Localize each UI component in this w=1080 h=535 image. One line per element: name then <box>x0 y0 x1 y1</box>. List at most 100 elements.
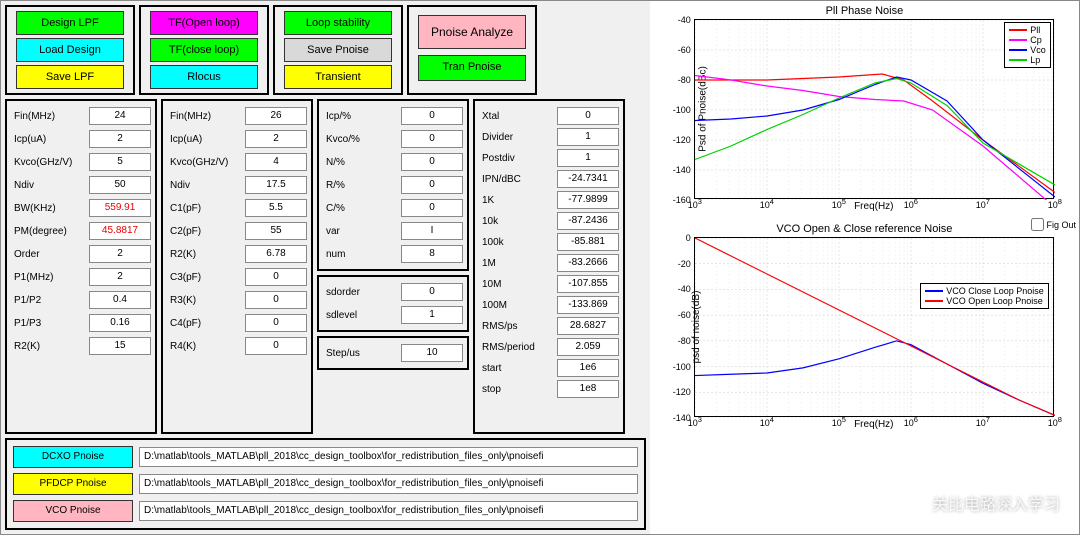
chart-legend: VCO Close Loop PnoiseVCO Open Loop Pnois… <box>920 283 1049 309</box>
tf-button-panel: TF(Open loop) TF(close loop) Rlocus <box>139 5 269 95</box>
param-input[interactable]: -77.9899 <box>557 191 619 209</box>
param-input[interactable]: 8 <box>401 245 463 263</box>
param-input[interactable]: 0 <box>401 176 463 194</box>
param-input[interactable]: 17.5 <box>245 176 307 194</box>
param-row-p1p2: P1/P2 0.4 <box>11 291 151 309</box>
param-input[interactable]: 2 <box>245 130 307 148</box>
param-input[interactable]: 0 <box>245 268 307 286</box>
tf-open-button[interactable]: TF(Open loop) <box>150 11 258 35</box>
param-input[interactable]: 45.8817 <box>89 222 151 240</box>
pnoise-analyze-button[interactable]: Pnoise Analyze <box>418 15 526 49</box>
param-input[interactable]: 10 <box>401 344 463 362</box>
param-label: N/% <box>323 157 397 168</box>
param-input[interactable]: 559.91 <box>89 199 151 217</box>
param-input[interactable]: 2 <box>89 245 151 263</box>
left-pane: Design LPF Load Design Save LPF TF(Open … <box>1 1 650 534</box>
save-pnoise-button[interactable]: Save Pnoise <box>284 38 392 62</box>
param-input[interactable]: 0 <box>401 130 463 148</box>
param-input[interactable]: 0 <box>245 314 307 332</box>
file-paths-panel: DCXO Pnoise D:\matlab\tools_MATLAB\pll_20… <box>5 438 646 530</box>
param-label: R3(K) <box>167 295 241 306</box>
param-input[interactable]: 0 <box>245 291 307 309</box>
param-label: Icp(uA) <box>167 134 241 145</box>
param-input[interactable]: 55 <box>245 222 307 240</box>
path-input[interactable]: D:\matlab\tools_MATLAB\pll_2018\cc_desig… <box>139 474 638 494</box>
param-row-ipndbc: IPN/dBC-24.7341 <box>479 170 619 188</box>
param-input[interactable]: -107.855 <box>557 275 619 293</box>
param-row-sdorder: sdorder 0 <box>323 283 463 301</box>
param-input[interactable]: 1e6 <box>557 359 619 377</box>
param-row-r2k: R2(K)15 <box>11 337 151 355</box>
transient-button[interactable]: Transient <box>284 65 392 89</box>
param-input[interactable]: 1 <box>401 306 463 324</box>
tran-pnoise-button[interactable]: Tran Pnoise <box>418 55 526 81</box>
dcxo-pnoise-button[interactable]: DCXO Pnoise <box>13 446 133 468</box>
pnoise-button-panel: Pnoise Analyze Tran Pnoise <box>407 5 537 95</box>
param-row-divider: Divider1 <box>479 128 619 146</box>
param-input[interactable]: 0 <box>401 199 463 217</box>
param-row-icpua: Icp(uA)2 <box>11 130 151 148</box>
param-input[interactable]: 28.6827 <box>557 317 619 335</box>
param-input[interactable]: 2.059 <box>557 338 619 356</box>
chart1-title: Pll Phase Noise <box>654 5 1075 17</box>
param-row-r: R/%0 <box>323 176 463 194</box>
save-lpf-button[interactable]: Save LPF <box>16 65 124 89</box>
param-row-sdlevel: sdlevel1 <box>323 306 463 324</box>
analysis-button-panel: Loop stability Save Pnoise Transient <box>273 5 403 95</box>
param-input[interactable]: 2 <box>89 268 151 286</box>
param-row-order: Order2 <box>11 245 151 263</box>
param-input[interactable]: I <box>401 222 463 240</box>
param-label: start <box>479 363 553 374</box>
param-input[interactable]: 2 <box>89 130 151 148</box>
param-row: Fin(MHz)24Icp(uA)2Kvco(GHz/V)5Ndiv50BW(K… <box>5 99 646 434</box>
results-panel: Xtal0Divider1Postdiv1IPN/dBC-24.73411K-7… <box>473 99 625 434</box>
param-input[interactable]: 0.16 <box>89 314 151 332</box>
param-row-pmdegree: PM(degree)45.8817 <box>11 222 151 240</box>
param-label: Ndiv <box>167 180 241 191</box>
param-input[interactable]: 0 <box>245 337 307 355</box>
design-button-panel: Design LPF Load Design Save LPF <box>5 5 135 95</box>
path-row: VCO Pnoise D:\matlab\tools_MATLAB\pll_201… <box>13 500 638 522</box>
param-input[interactable]: 1 <box>557 149 619 167</box>
param-input[interactable]: 0 <box>401 283 463 301</box>
param-input[interactable]: 0.4 <box>89 291 151 309</box>
param-input[interactable]: 4 <box>245 153 307 171</box>
param-input[interactable]: 5 <box>89 153 151 171</box>
param-input[interactable]: 0 <box>557 107 619 125</box>
param-label: Postdiv <box>479 153 553 164</box>
loop-stability-button[interactable]: Loop stability <box>284 11 392 35</box>
charts-pane: Pll Phase Noise Psd of Pnoise(dBc) Freq(… <box>650 1 1079 534</box>
param-input[interactable]: -133.869 <box>557 296 619 314</box>
vco-pnoise-button[interactable]: VCO Pnoise <box>13 500 133 522</box>
param-input[interactable]: 1 <box>557 128 619 146</box>
param-input[interactable]: 0 <box>401 153 463 171</box>
design-lpf-button[interactable]: Design LPF <box>16 11 124 35</box>
param-label: P1/P2 <box>11 295 85 306</box>
param-label: P1/P3 <box>11 318 85 329</box>
param-input[interactable]: 26 <box>245 107 307 125</box>
param-input[interactable]: 6.78 <box>245 245 307 263</box>
param-label: Ndiv <box>11 180 85 191</box>
param-input[interactable]: 5.5 <box>245 199 307 217</box>
param-label: sdorder <box>323 287 397 298</box>
rlocus-button[interactable]: Rlocus <box>150 65 258 89</box>
param-label: Icp/% <box>323 111 397 122</box>
param-input[interactable]: -87.2436 <box>557 212 619 230</box>
param-input[interactable]: 1e8 <box>557 380 619 398</box>
param-row-ndiv: Ndiv 50 <box>11 176 151 194</box>
param-input[interactable]: -83.2666 <box>557 254 619 272</box>
param-input[interactable]: 0 <box>401 107 463 125</box>
param-input[interactable]: 15 <box>89 337 151 355</box>
path-input[interactable]: D:\matlab\tools_MATLAB\pll_2018\cc_desig… <box>139 447 638 467</box>
param-input[interactable]: -24.7341 <box>557 170 619 188</box>
path-input[interactable]: D:\matlab\tools_MATLAB\pll_2018\cc_desig… <box>139 501 638 521</box>
load-design-button[interactable]: Load Design <box>16 38 124 62</box>
pfdcp-pnoise-button[interactable]: PFDCP Pnoise <box>13 473 133 495</box>
tf-close-button[interactable]: TF(close loop) <box>150 38 258 62</box>
param-row-icpua: Icp(uA) 2 <box>167 130 307 148</box>
param-row-postdiv: Postdiv 1 <box>479 149 619 167</box>
param-input[interactable]: -85.881 <box>557 233 619 251</box>
param-row-stepus: Step/us10 <box>323 344 463 362</box>
param-input[interactable]: 24 <box>89 107 151 125</box>
param-input[interactable]: 50 <box>89 176 151 194</box>
